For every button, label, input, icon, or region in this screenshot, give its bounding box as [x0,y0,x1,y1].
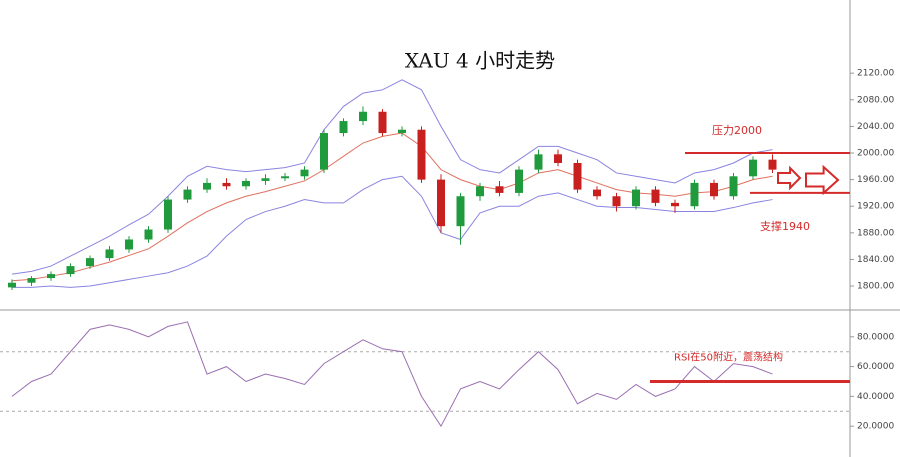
reference-label: RSI在50附近，震荡结构 [674,350,783,363]
candle-body [690,182,699,207]
candle-body [632,189,640,207]
candle-body [8,282,16,288]
candle-body [66,266,75,275]
y-tick-label: 20.0000 [857,422,894,432]
candle-body [339,121,348,134]
candle-body [320,133,328,170]
y-tick-label: 1920.00 [857,202,894,212]
candle-body [768,159,777,170]
candle-body [612,196,621,207]
band-line [12,175,773,288]
y-tick-label: 2000.00 [857,149,894,159]
y-tick-label: 2080.00 [857,95,894,105]
candle-body [417,129,426,180]
y-tick-label: 1880.00 [857,228,894,238]
arrow [777,165,802,191]
candle-body [671,202,679,207]
candle-body [164,199,172,230]
y-tick-label: 80.0000 [857,332,894,342]
candle-body [203,182,211,190]
candle-body [261,178,270,181]
candle-body [573,162,582,190]
candle-body [144,229,153,240]
y-tick-label: 2120.00 [857,69,894,79]
candle-body [47,274,55,279]
y-tick-label: 40.0000 [857,392,894,402]
candle-body [456,196,465,227]
candle-body [378,111,387,134]
candle-body [437,179,445,227]
candle-body [105,249,114,259]
candle-body [710,182,718,197]
candle-body [593,189,601,197]
candle-body [27,278,36,283]
arrow [805,164,840,196]
band-line [11,132,773,282]
band-line [11,79,773,275]
candle-body [651,189,660,203]
candle-body [534,154,543,170]
candle-body [515,169,523,193]
candle-body [554,154,562,163]
candle-body [476,186,484,197]
y-tick-label: 1960.00 [857,175,894,185]
candle-body [86,258,94,267]
support-label: 支撑1940 [760,219,810,233]
resistance-label: 压力2000 [712,124,762,137]
rsi-line [11,321,773,428]
candle-body [749,159,757,177]
candle-body [281,176,289,179]
y-tick-label: 2040.00 [857,122,894,132]
candle-body [729,176,738,197]
candle-body [300,169,309,177]
candle-body [242,180,250,187]
y-tick-label: 60.0000 [857,362,894,372]
candle-body [183,189,192,200]
candle-body [495,186,504,193]
candle-body [398,129,406,134]
candle-body [125,239,133,250]
candle-body [222,182,231,187]
candle-body [359,111,367,122]
chart-title: XAU 4 小时走势 [405,49,555,73]
y-tick-label: 1840.00 [857,255,894,265]
y-tick-label: 1800.00 [857,282,894,292]
